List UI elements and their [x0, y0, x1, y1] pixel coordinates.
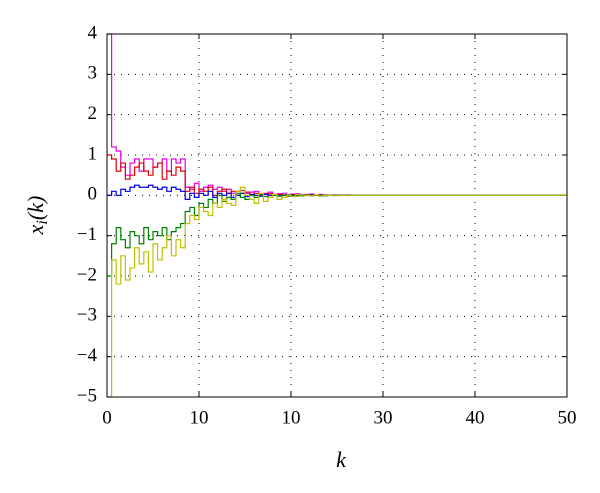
y-tick-label: −1 [77, 224, 97, 245]
y-tick-label: 4 [88, 22, 98, 43]
y-axis-label: xi(k) [23, 196, 51, 236]
series-line [107, 184, 567, 200]
x-tick-label: 30 [374, 407, 393, 428]
x-tick-label: 0 [102, 407, 112, 428]
x-tick-label: 10 [282, 407, 301, 428]
plot-frame [106, 33, 568, 398]
series-line [107, 186, 567, 398]
x-axis-label: k [336, 447, 347, 472]
y-label-base: x [23, 224, 48, 235]
y-tick-label: 0 [88, 184, 98, 205]
y-tick-label: 3 [88, 63, 98, 84]
series-line [107, 192, 567, 277]
y-tick-label: −5 [77, 385, 97, 406]
y-tick-label: 1 [88, 143, 98, 164]
x-tick-label: 10 [190, 407, 209, 428]
y-tick-label: 2 [88, 103, 98, 124]
y-tick-label: −2 [77, 264, 97, 285]
y-label-rest: (k) [23, 196, 48, 220]
y-tick-label: −4 [77, 345, 98, 366]
y-label-sub: i [34, 220, 51, 224]
x-tick-label: 50 [558, 407, 577, 428]
x-tick-label: 40 [466, 407, 485, 428]
y-tick-label: −3 [77, 305, 97, 326]
